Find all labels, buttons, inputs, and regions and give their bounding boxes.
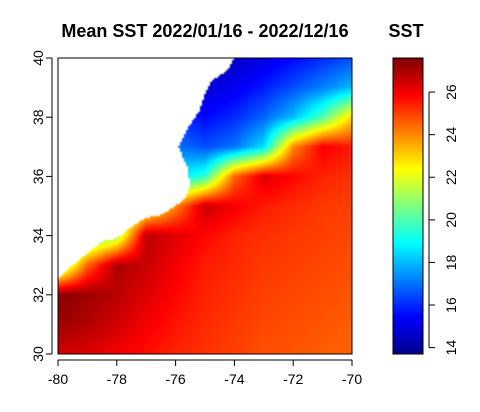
colorbar-tick-label: 16 — [443, 297, 459, 313]
sst-heatmap — [58, 58, 352, 354]
plot-area — [57, 57, 353, 355]
x-tick-label: -78 — [107, 371, 127, 387]
x-tick-label: -72 — [283, 371, 303, 387]
chart-title: Mean SST 2022/01/16 - 2022/12/16 — [61, 21, 348, 41]
x-tick-label: -80 — [48, 371, 68, 387]
colorbar-tick-label: 22 — [443, 169, 459, 185]
colorbar-gradient — [393, 58, 423, 354]
y-tick-label: 36 — [30, 168, 46, 184]
colorbar-axis: 14 16 18 20 22 24 26 — [428, 84, 459, 356]
x-tick-label: -76 — [165, 371, 185, 387]
colorbar-tick-label: 14 — [443, 340, 459, 356]
colorbar-tick-label: 26 — [443, 84, 459, 100]
y-tick-label: 40 — [30, 50, 46, 66]
y-tick-label: 38 — [30, 109, 46, 125]
x-tick-label: -70 — [342, 371, 362, 387]
plot-frame — [57, 57, 353, 355]
y-tick-label: 32 — [30, 287, 46, 303]
y-tick-label: 30 — [30, 346, 46, 362]
colorbar-tick-label: 24 — [443, 127, 459, 143]
x-axis: -80 -78 -76 -74 -72 -70 — [48, 359, 362, 387]
colorbar-title: SST — [388, 21, 423, 41]
colorbar-tick-label: 18 — [443, 254, 459, 270]
colorbar-tick-label: 20 — [443, 212, 459, 228]
y-axis: 30 32 34 36 38 40 — [30, 50, 53, 362]
colorbar-frame — [392, 57, 424, 355]
x-tick-label: -74 — [224, 371, 244, 387]
y-tick-label: 34 — [30, 228, 46, 244]
colorbar: 14 16 18 20 22 24 26 — [392, 57, 459, 356]
